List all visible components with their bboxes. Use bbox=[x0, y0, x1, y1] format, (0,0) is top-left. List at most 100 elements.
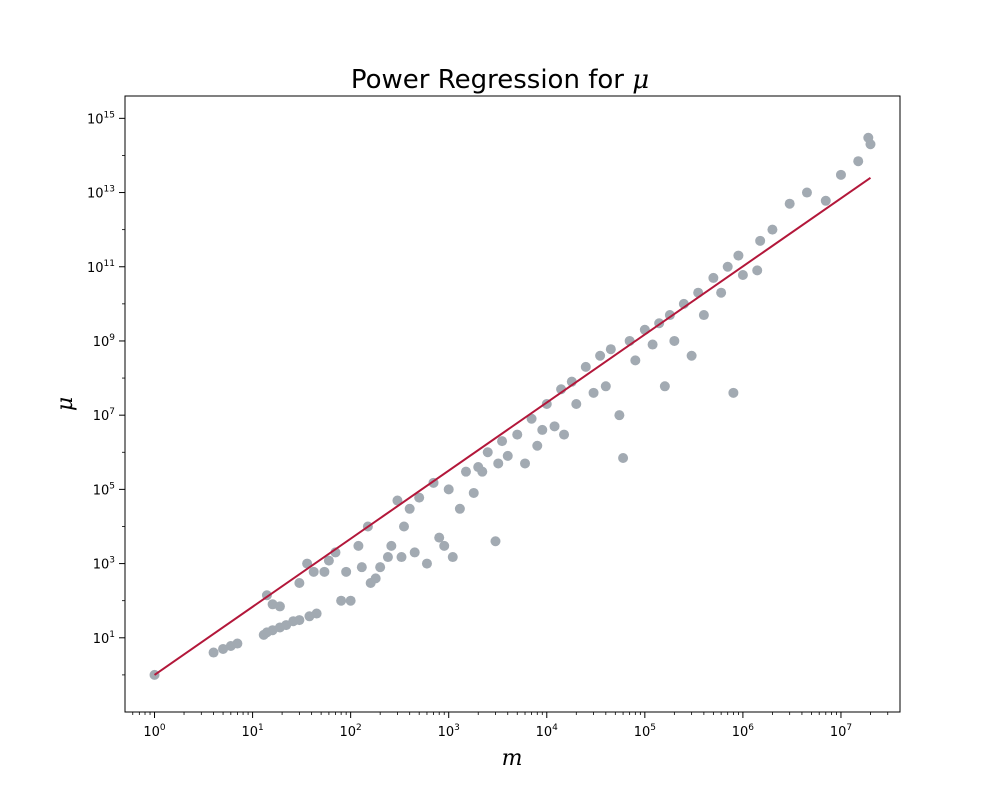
y-tick-label: 1015 bbox=[87, 110, 115, 127]
y-tick-label: 109 bbox=[93, 333, 116, 350]
scatter-point bbox=[728, 387, 739, 398]
scatter-point bbox=[208, 647, 219, 658]
scatter-point bbox=[698, 310, 709, 321]
scatter-point bbox=[294, 615, 305, 626]
scatter-point bbox=[865, 139, 876, 150]
x-tick-label: 107 bbox=[830, 723, 852, 740]
scatter-point bbox=[737, 269, 748, 280]
scatter-point bbox=[477, 466, 488, 477]
scatter-point bbox=[468, 487, 479, 498]
scatter-point bbox=[686, 350, 697, 361]
scatter-point bbox=[580, 361, 591, 372]
x-tick-label: 101 bbox=[241, 723, 263, 740]
scatter-point bbox=[532, 440, 543, 451]
scatter-point bbox=[375, 562, 386, 573]
scatter-point bbox=[752, 265, 763, 276]
scatter-point bbox=[600, 381, 611, 392]
scatter-point bbox=[618, 453, 629, 464]
scatter-point bbox=[801, 187, 812, 198]
scatter-point bbox=[370, 573, 381, 584]
scatter-point bbox=[447, 552, 458, 563]
scatter-point bbox=[414, 492, 425, 503]
scatter-point bbox=[404, 503, 415, 514]
scatter-point bbox=[396, 552, 407, 563]
scatter-point bbox=[439, 540, 450, 551]
scatter-point bbox=[336, 595, 347, 606]
scatter-point bbox=[767, 224, 778, 235]
scatter-point bbox=[820, 195, 831, 206]
scatter-point bbox=[835, 169, 846, 180]
x-tick-label: 105 bbox=[634, 723, 656, 740]
scatter-point bbox=[716, 287, 727, 298]
scatter-point bbox=[755, 235, 766, 246]
scatter-point bbox=[722, 261, 733, 272]
plot-area-frame bbox=[124, 95, 901, 713]
scatter-point bbox=[345, 595, 356, 606]
x-tick-label: 100 bbox=[143, 723, 166, 740]
y-tick-label: 101 bbox=[93, 630, 115, 647]
scatter-point bbox=[493, 458, 504, 469]
scatter-point bbox=[274, 601, 285, 612]
scatter-point bbox=[308, 566, 319, 577]
y-tick-label: 1011 bbox=[87, 259, 115, 276]
scatter-point bbox=[614, 410, 625, 421]
scatter-point bbox=[512, 429, 523, 440]
scatter-point bbox=[549, 421, 560, 432]
scatter-point bbox=[588, 387, 599, 398]
x-axis-label: m bbox=[502, 746, 523, 771]
scatter-point bbox=[232, 638, 243, 649]
scatter-point bbox=[294, 577, 305, 588]
scatter-point bbox=[595, 350, 606, 361]
scatter-point bbox=[733, 250, 744, 261]
scatter-point bbox=[482, 447, 493, 458]
scatter-point bbox=[659, 381, 670, 392]
fit-line-layer bbox=[153, 176, 872, 676]
scatter-point bbox=[356, 562, 367, 573]
scatter-point bbox=[647, 339, 658, 350]
x-tick-label: 106 bbox=[732, 723, 755, 740]
scatter-point bbox=[409, 547, 420, 558]
chart-title-symbol: μ bbox=[632, 65, 649, 95]
x-tick-label: 103 bbox=[438, 723, 460, 740]
scatter-point bbox=[497, 436, 508, 447]
scatter-point bbox=[311, 608, 322, 619]
scatter-point bbox=[502, 450, 513, 461]
scatter-point bbox=[386, 540, 397, 551]
scatter-point bbox=[571, 399, 582, 409]
x-tick-label: 102 bbox=[340, 723, 362, 740]
scatter-points bbox=[149, 132, 876, 680]
x-tick-label: 104 bbox=[536, 723, 559, 740]
scatter-point bbox=[784, 198, 795, 209]
chart-title-text: Power Regression for bbox=[351, 65, 632, 95]
scatter-point bbox=[398, 521, 409, 532]
chart-title: Power Regression for μ bbox=[351, 65, 649, 95]
scatter-point bbox=[490, 536, 501, 547]
scatter-point bbox=[323, 555, 334, 566]
scatter-point bbox=[526, 413, 537, 424]
scatter-point bbox=[392, 495, 403, 506]
y-tick-label: 1013 bbox=[87, 185, 115, 202]
scatter-point bbox=[434, 532, 445, 543]
y-axis-label: μ bbox=[53, 397, 78, 411]
scatter-point bbox=[605, 344, 616, 355]
scatter-point bbox=[443, 484, 454, 495]
scatter-point bbox=[382, 552, 393, 563]
scatter-point bbox=[520, 458, 531, 469]
scatter-point bbox=[319, 566, 330, 577]
scatter-point bbox=[537, 424, 548, 435]
scatter-point bbox=[454, 503, 465, 514]
scatter-point bbox=[853, 156, 864, 167]
scatter-point bbox=[559, 429, 570, 440]
scatter-point bbox=[630, 355, 641, 366]
scatter-point bbox=[708, 272, 719, 283]
x-axis-ticks: 100 101 102 103 104 105 106 107 bbox=[132, 712, 889, 740]
scatter-point bbox=[341, 566, 352, 577]
y-tick-label: 105 bbox=[93, 481, 115, 498]
y-tick-label: 107 bbox=[93, 407, 115, 424]
scatter-point bbox=[664, 310, 675, 321]
scatter-point bbox=[421, 558, 432, 569]
fit-line bbox=[153, 176, 872, 676]
scatter-point bbox=[460, 466, 471, 477]
scatter-point bbox=[353, 540, 364, 551]
